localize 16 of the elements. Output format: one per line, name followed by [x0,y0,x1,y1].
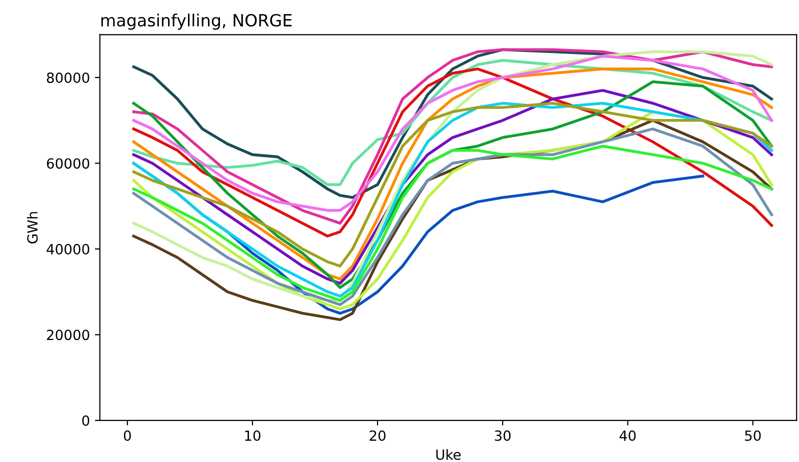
line-series [132,102,773,268]
x-tick-label: 40 [620,430,636,441]
line-series [132,68,773,238]
y-tick-label: 0 [82,415,90,426]
y-tick-label: 20000 [46,330,90,340]
x-axis-title: Uke [436,449,461,460]
x-tick-label: 30 [494,430,511,441]
y-axis-title: GWh [26,212,38,244]
x-tick-label: 10 [245,430,260,441]
chart-title: magasinfylling, NORGE [101,14,292,30]
y-tick-label: 40000 [46,244,90,254]
x-tick-label: 50 [745,430,761,441]
y-tick-label: 80000 [46,72,90,83]
x-tick-label: 0 [124,430,131,441]
x-tick-label: 20 [370,430,386,441]
y-tick-label: 60000 [46,158,90,169]
